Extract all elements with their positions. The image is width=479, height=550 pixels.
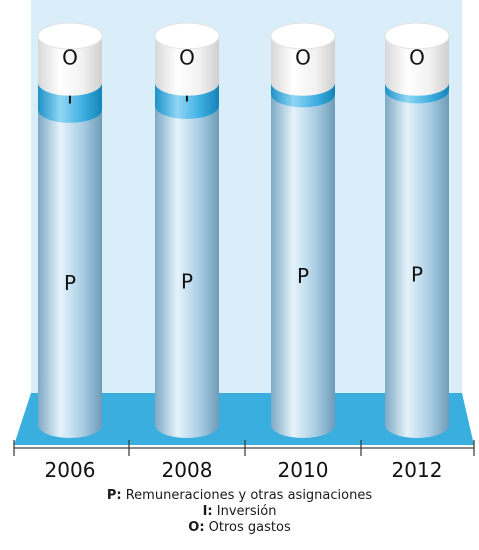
bar-label-p-2006: P	[64, 271, 76, 295]
bar-segment-p-2010	[271, 94, 335, 438]
legend-key-p: P:	[106, 488, 122, 503]
bar-segment-o-2006	[38, 36, 102, 96]
bar-label-p-2010: P	[297, 264, 309, 288]
bar-segment-p-2008	[155, 106, 219, 439]
bar-segment-o-2008	[155, 36, 219, 96]
bar-label-o-2012: O	[409, 45, 425, 69]
bar-2006: P IO	[37, 22, 103, 438]
legend-item-i: I: Inversión	[0, 504, 479, 520]
bar-top-cap-2008	[154, 22, 220, 50]
x-tick-label-2012: 2012	[392, 458, 443, 482]
chart-floor	[14, 393, 474, 445]
bar-segment-i-2012	[385, 82, 449, 104]
bar-label-i-2006: I	[67, 84, 73, 108]
x-tick-label-2008: 2008	[162, 458, 213, 482]
bar-top-cap-2010	[270, 22, 336, 50]
bar-top-cap-2006	[37, 22, 103, 50]
bar-segment-i-2008	[155, 82, 219, 120]
ticks-layer: 2006 2008 2010 2012	[13, 440, 475, 482]
x-tick-label-2010: 2010	[278, 458, 329, 482]
bar-label-o-2006: O	[62, 45, 78, 69]
bar-label-o-2010: O	[295, 45, 311, 69]
bar-label-p-2012: P	[411, 262, 423, 286]
bar-label-p-2008: P	[181, 269, 193, 293]
legend-item-p: P: Remuneraciones y otras asignaciones	[0, 488, 479, 504]
x-tick-label-2006: 2006	[45, 458, 96, 482]
legend-key-o: O:	[188, 520, 205, 535]
bar-label-o-2008: O	[179, 45, 195, 69]
bar-segment-p-2006	[38, 109, 102, 438]
bar-segment-o-2010	[271, 36, 335, 96]
legend-label-p: Remuneraciones y otras asignaciones	[125, 488, 373, 503]
legend-key-i: I:	[202, 504, 213, 519]
bar-2008: PIO	[154, 22, 220, 439]
bar-2012: PIO	[384, 22, 450, 439]
legend-item-o: O: Otros gastos	[0, 520, 479, 536]
bar-top-cap-2012	[384, 22, 450, 50]
bar-segment-i-2010	[271, 82, 335, 108]
bar-segment-p-2012	[385, 90, 449, 439]
legend: P: Remuneraciones y otras asignaciones I…	[0, 488, 479, 536]
bar-segment-i-2006	[38, 82, 102, 123]
bars-layer: PIOPIOPIOPIO	[37, 22, 450, 439]
legend-label-o: Otros gastos	[208, 520, 291, 535]
bar-segment-o-2012	[385, 36, 449, 96]
bar-2010: PIO	[270, 22, 336, 438]
legend-label-i: Inversión	[216, 504, 277, 519]
